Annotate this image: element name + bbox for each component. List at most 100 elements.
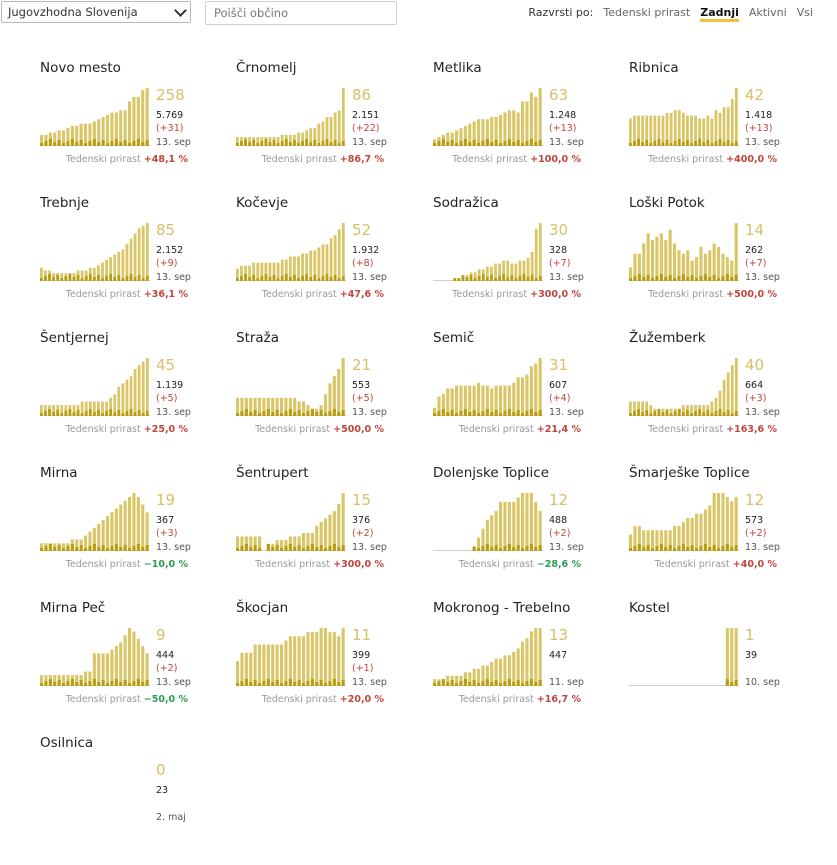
last-update-date: 13. sep xyxy=(549,407,584,418)
sparkline-bar-new-cases xyxy=(463,679,467,686)
sort-option-active[interactable]: Aktivni xyxy=(748,6,787,19)
sort-option-all[interactable]: Vsi xyxy=(796,6,813,19)
sparkline-bar xyxy=(529,92,533,146)
sparkline-bar-new-cases xyxy=(699,546,703,551)
sort-option-latest[interactable]: Zadnji xyxy=(700,6,739,22)
municipality-card[interactable]: Žužemberk 40 664 (+3) 13. sep Tedenski priras… xyxy=(629,330,825,460)
trend-sparkline xyxy=(40,493,150,551)
municipality-search-input[interactable] xyxy=(205,1,397,25)
sparkline-bar-new-cases xyxy=(633,546,637,551)
sparkline-bar xyxy=(450,388,454,416)
sparkline-bar-new-cases xyxy=(681,142,685,146)
sparkline-bar xyxy=(280,644,284,686)
sparkline-bar-new-cases xyxy=(268,142,272,146)
municipality-card[interactable]: Kočevje 52 1.932 (+8) 13. sep Tedenski priras… xyxy=(236,195,432,325)
weekly-growth: Tedenski prirast +20,0 % xyxy=(236,694,384,705)
sparkline-bar-new-cases xyxy=(455,413,459,416)
sparkline-bar-new-cases xyxy=(125,411,129,416)
sparkline-bar-new-cases xyxy=(714,141,718,146)
sparkline-bar-new-cases xyxy=(310,409,314,416)
sparkline-bar-new-cases xyxy=(325,274,329,281)
municipality-card[interactable]: Ribnica 42 1.418 (+13) 13. sep Tedenski prira… xyxy=(629,60,825,190)
weekly-growth-label: Tedenski prirast xyxy=(648,154,724,165)
sparkline-bar-new-cases xyxy=(657,409,661,416)
sparkline-bar xyxy=(642,530,646,551)
sparkline-bar xyxy=(66,128,70,146)
daily-delta-value: (+8) xyxy=(352,258,374,269)
sparkline-bar-new-cases xyxy=(244,409,248,416)
sparkline-bar-new-cases xyxy=(651,548,655,551)
sparkline-bar xyxy=(297,536,301,551)
sparkline-bar xyxy=(641,401,644,416)
sparkline-bar xyxy=(321,121,325,146)
municipality-card[interactable]: Mirna 19 367 (+3) 13. sep Tedenski prirast −1… xyxy=(40,465,236,595)
municipality-card[interactable]: Šentrupert 15 376 (+2) 13. sep Tedenski prira… xyxy=(236,465,432,595)
sparkline-bar xyxy=(62,543,66,551)
sparkline-bar-new-cases xyxy=(145,140,149,146)
sparkline-bar-new-cases xyxy=(721,546,725,551)
active-cases-value: 258 xyxy=(156,86,185,104)
municipality-card[interactable]: Metlika 63 1.248 (+13) 13. sep Tedenski prira… xyxy=(433,60,629,190)
weekly-growth-label: Tedenski prirast xyxy=(65,559,141,570)
municipality-card[interactable]: Semič 31 607 (+4) 13. sep Tedenski prirast +2… xyxy=(433,330,629,460)
sparkline-bar xyxy=(725,628,729,686)
sparkline-bar-new-cases xyxy=(75,142,79,146)
sparkline-bar-new-cases xyxy=(514,278,518,281)
sparkline-bar-new-cases xyxy=(136,679,140,686)
sparkline-bar xyxy=(446,388,450,416)
sparkline-bar-new-cases xyxy=(40,548,44,551)
sparkline-bar-new-cases xyxy=(260,276,264,281)
sparkline-bar-new-cases xyxy=(275,545,279,551)
municipality-name: Loški Potok xyxy=(629,195,705,211)
sparkline-bar-new-cases xyxy=(457,278,461,281)
sparkline-bar xyxy=(129,238,133,281)
sparkline-bar-new-cases xyxy=(529,544,533,551)
weekly-growth-label: Tedenski prirast xyxy=(458,424,534,435)
sparkline-bar xyxy=(121,249,125,281)
sparkline-bar-new-cases xyxy=(113,277,117,281)
sparkline-bar xyxy=(236,268,239,281)
sparkline-bar-new-cases xyxy=(690,545,694,551)
total-cases-value: 376 xyxy=(352,515,371,526)
sparkline-bar-new-cases xyxy=(521,413,525,416)
municipality-card[interactable]: Šentjernej 45 1.139 (+5) 13. sep Tedenski pri… xyxy=(40,330,236,460)
municipality-card[interactable]: Sodražica 30 328 (+7) 13. sep Tedenski priras… xyxy=(433,195,629,325)
sparkline-bar xyxy=(477,119,481,146)
sparkline-bar-new-cases xyxy=(260,141,264,146)
municipality-card[interactable]: Osilnica 0 23 2. maj xyxy=(40,735,236,865)
sparkline-bar-new-cases xyxy=(655,276,659,281)
sparkline-bar xyxy=(288,536,292,551)
sparkline-bar-new-cases xyxy=(70,544,74,551)
municipality-card[interactable]: Novo mesto 258 5.769 (+31) 13. sep Tedenski p… xyxy=(40,60,236,190)
sparkline-bar-new-cases xyxy=(44,141,48,146)
sparkline-bar xyxy=(734,628,738,686)
sparkline-bar xyxy=(119,110,123,146)
municipality-card[interactable]: Dolenjske Toplice 12 488 (+2) 13. sep Tedensk… xyxy=(433,465,629,595)
region-select[interactable]: Jugovzhodna Slovenija xyxy=(1,1,191,23)
municipality-card[interactable]: Mirna Peč 9 444 (+2) 13. sep Tedenski prirast… xyxy=(40,600,236,730)
sparkline-bar-new-cases xyxy=(433,143,437,146)
sparkline-bar xyxy=(665,112,669,146)
municipality-card[interactable]: Kostel 1 39 10. sep xyxy=(629,600,825,730)
sparkline-bar xyxy=(659,530,663,551)
sparkline-bar xyxy=(258,397,262,416)
municipality-card[interactable]: Škocjan 11 399 (+1) 13. sep Tedenski prirast … xyxy=(236,600,432,730)
sort-option-weekly-growth[interactable]: Tedenski prirast xyxy=(603,6,691,19)
municipality-card[interactable]: Mokronog - Trebelno 13 447 11. sep Tedenski … xyxy=(433,600,629,730)
total-cases-value: 488 xyxy=(549,515,568,526)
sparkline-bar-new-cases xyxy=(101,680,105,686)
sparkline-bar xyxy=(40,267,43,281)
municipality-card[interactable]: Straža 21 553 (+5) 13. sep Tedenski prirast +… xyxy=(236,330,432,460)
sparkline-bar xyxy=(297,256,300,281)
municipality-card[interactable]: Trebnje 85 2.152 (+9) 13. sep Tedenski priras… xyxy=(40,195,236,325)
municipality-card[interactable]: Loški Potok 14 262 (+7) 13. sep Tedenski prir… xyxy=(629,195,825,325)
sparkline-bar xyxy=(66,675,70,686)
municipality-card[interactable]: Črnomelj 86 2.151 (+22) 13. sep Tedenski prir… xyxy=(236,60,432,190)
sparkline-bar-new-cases xyxy=(288,679,292,686)
sparkline-bar xyxy=(637,253,641,281)
sparkline-bar-new-cases xyxy=(677,276,681,281)
municipality-card[interactable]: Šmarješke Toplice 12 573 (+2) 13. sep Tedensk… xyxy=(629,465,825,595)
sparkline-bar-new-cases xyxy=(534,142,538,146)
sparkline-bar-new-cases xyxy=(240,276,243,281)
sparkline-bar xyxy=(252,262,256,281)
